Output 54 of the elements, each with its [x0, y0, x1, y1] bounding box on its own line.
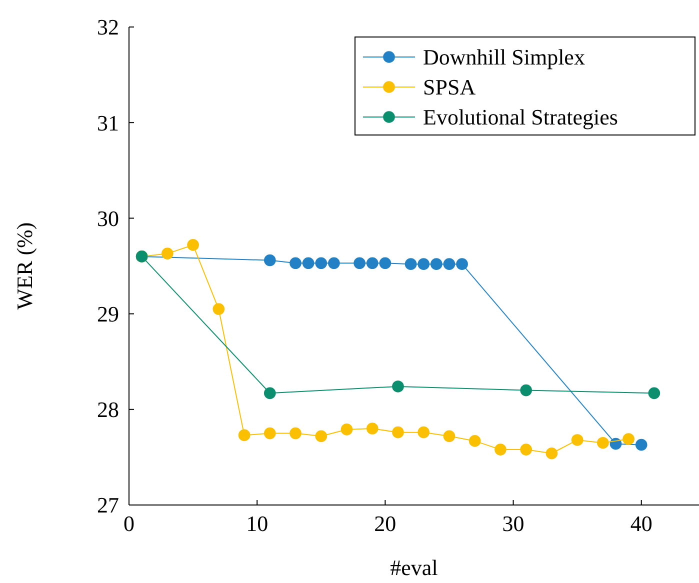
point [264, 387, 276, 400]
point [571, 434, 584, 446]
y-tick-label: 28 [97, 397, 119, 422]
x-tick-label: 30 [502, 511, 524, 536]
point [392, 380, 404, 392]
point [392, 426, 404, 438]
point [418, 258, 430, 270]
point [212, 303, 225, 315]
point [443, 430, 456, 442]
point [494, 444, 506, 456]
point [315, 430, 328, 442]
x-tick-label: 0 [124, 511, 134, 536]
point [290, 427, 302, 440]
point [354, 257, 366, 270]
point [635, 438, 648, 451]
x-tick-label: 20 [374, 511, 396, 536]
point [404, 258, 417, 270]
point [366, 257, 378, 270]
y-tick-label: 32 [97, 14, 119, 40]
point [162, 248, 174, 260]
point [187, 239, 199, 251]
point [520, 444, 532, 456]
point [622, 433, 634, 445]
point [290, 257, 302, 270]
point [302, 257, 314, 270]
x-axis-title: #eval [390, 555, 438, 580]
point [648, 387, 660, 400]
y-tick-label: 29 [97, 302, 119, 326]
point [597, 436, 609, 449]
point [238, 429, 250, 442]
point [366, 422, 378, 434]
point [430, 258, 442, 270]
point [468, 435, 481, 447]
point [328, 257, 340, 270]
point [418, 426, 430, 438]
x-tick-label: 40 [630, 511, 652, 536]
point [610, 438, 622, 450]
point [340, 424, 353, 436]
y-axis-title: WER (%) [12, 222, 37, 310]
legend-label: Evolutional Strategies [423, 104, 618, 130]
x-tick-label: 10 [246, 511, 268, 536]
point [443, 258, 456, 270]
point [456, 258, 468, 270]
point [264, 427, 276, 440]
y-tick-label: 27 [97, 492, 119, 518]
point [379, 257, 392, 270]
y-tick-label: 31 [97, 110, 119, 136]
point [520, 384, 532, 396]
point [264, 254, 276, 266]
legend-label: Downhill Simplex [423, 44, 585, 70]
y-tick-label: 30 [97, 206, 119, 231]
legend-label: SPSA [423, 74, 476, 100]
point [315, 257, 328, 270]
point [546, 447, 558, 460]
